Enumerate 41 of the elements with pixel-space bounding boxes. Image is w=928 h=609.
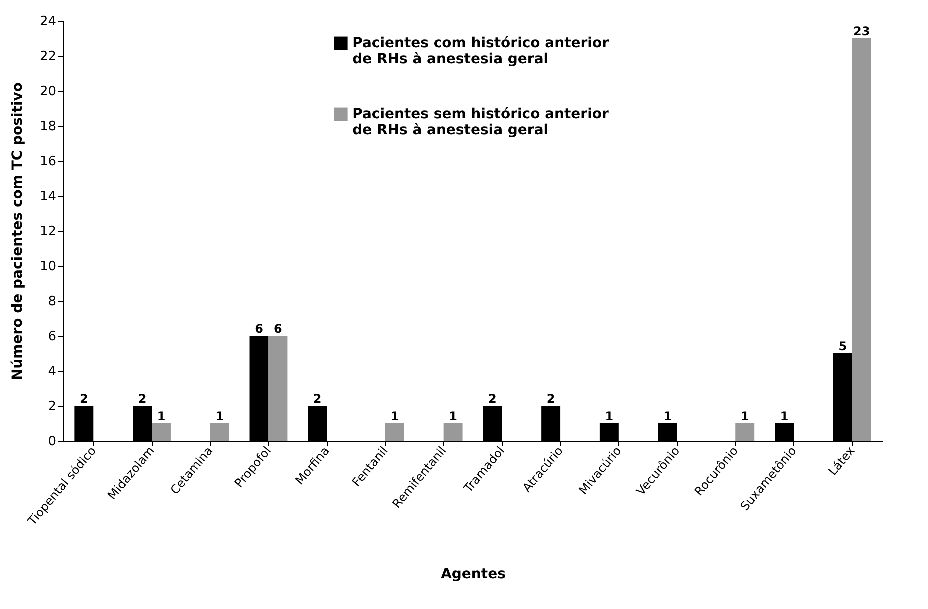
data-label: 23 bbox=[853, 24, 870, 38]
legend-label: Pacientes com histórico anterior de RHs à anestesia geral bbox=[352, 36, 610, 68]
legend-label: Pacientes sem histórico anterior de RHs à anestesia geral bbox=[352, 106, 609, 138]
data-label: 5 bbox=[838, 340, 848, 354]
bar bbox=[736, 424, 755, 441]
bar bbox=[210, 424, 230, 441]
data-label: 1 bbox=[780, 410, 789, 424]
data-label: 1 bbox=[449, 410, 458, 424]
y-tick-label: 6 bbox=[48, 330, 56, 344]
data-label: 1 bbox=[740, 410, 750, 424]
data-label: 1 bbox=[664, 410, 672, 424]
data-label: 6 bbox=[274, 322, 282, 336]
y-tick-label: 24 bbox=[40, 14, 56, 30]
bar bbox=[852, 38, 872, 441]
y-tick-label: 22 bbox=[40, 50, 56, 64]
x-axis-title: Agentes bbox=[441, 566, 506, 582]
bar bbox=[385, 424, 404, 441]
data-label: 2 bbox=[488, 392, 497, 406]
data-label: 1 bbox=[157, 410, 166, 424]
data-label: 2 bbox=[138, 392, 147, 406]
bar bbox=[444, 424, 463, 441]
data-label: 2 bbox=[313, 392, 322, 406]
data-label: 6 bbox=[255, 322, 264, 336]
bar bbox=[268, 336, 288, 441]
y-tick-label: 4 bbox=[48, 364, 56, 380]
data-label: 1 bbox=[605, 410, 614, 424]
data-label: 2 bbox=[80, 392, 88, 406]
y-tick-label: 16 bbox=[40, 154, 56, 170]
y-tick-label: 14 bbox=[40, 190, 56, 204]
y-axis-title: Número de pacientes com TC positivo bbox=[10, 82, 26, 381]
data-label: 2 bbox=[546, 392, 556, 406]
y-tick-label: 12 bbox=[40, 224, 56, 240]
y-tick-label: 0 bbox=[48, 434, 56, 450]
y-tick-label: 10 bbox=[40, 260, 56, 274]
bar bbox=[152, 424, 171, 441]
data-label: 1 bbox=[216, 410, 224, 424]
y-tick-label: 2 bbox=[48, 400, 56, 414]
y-tick-label: 20 bbox=[40, 84, 56, 100]
data-label: 1 bbox=[390, 410, 400, 424]
y-tick-label: 8 bbox=[48, 294, 56, 310]
y-tick-label: 18 bbox=[40, 120, 56, 134]
